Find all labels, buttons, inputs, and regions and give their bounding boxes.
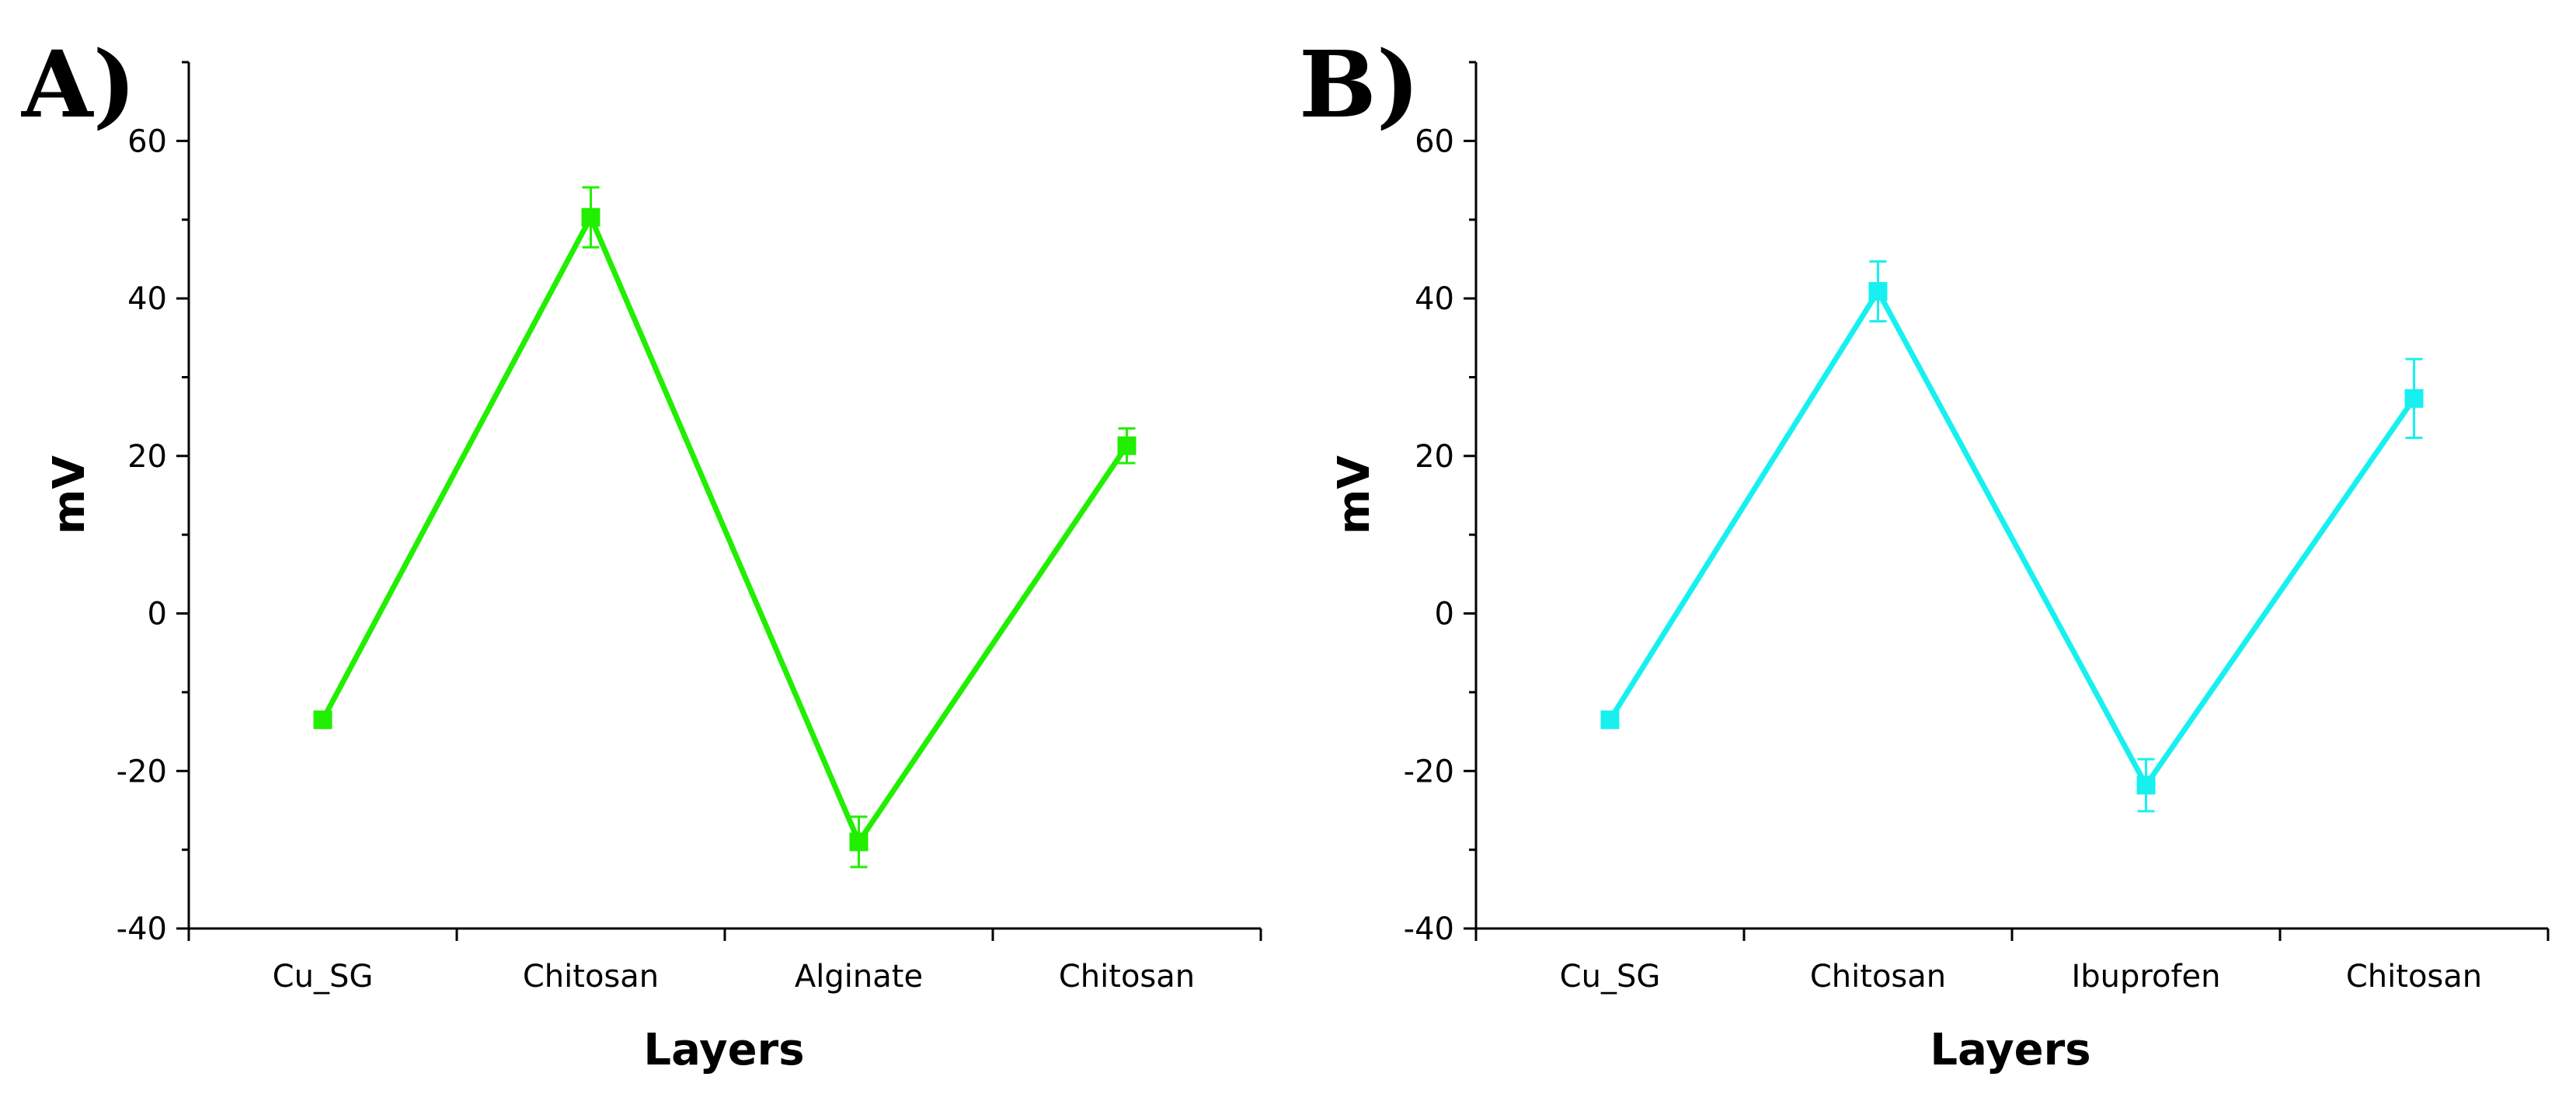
panel-a-axes: -40 -20 0 20 40 60 Cu_SG Chitosan Alginate Chito…: [117, 61, 1262, 995]
x-tick-label: Ibuprofen: [2071, 959, 2220, 995]
data-point-marker: [313, 710, 332, 730]
x-tick-label: Cu_SG: [1560, 959, 1661, 995]
x-tick-label: Alginate: [795, 959, 923, 995]
panel-a-plot: [313, 186, 1137, 869]
x-tick-label: Chitosan: [2346, 959, 2482, 995]
y-tick-label: 0: [1435, 597, 1454, 632]
panel-b-y-ticks: -40 -20 0 20 40 60: [1404, 61, 1476, 947]
panel-a-x-ticks: Cu_SG Chitosan Alginate Chitosan: [187, 929, 1262, 995]
data-point-marker: [1868, 281, 1888, 301]
y-tick-label: -20: [1404, 754, 1454, 789]
x-tick-label: Chitosan: [1059, 959, 1195, 995]
panel-a: A) -40 -20 0 20 40 60 Cu_SG Chitosan Alginate Ch…: [21, 30, 1262, 1075]
y-tick-label: -40: [117, 911, 167, 947]
y-tick-label: 60: [1415, 124, 1454, 159]
data-point-marker: [581, 207, 600, 227]
y-tick-label: 60: [127, 124, 167, 159]
y-tick-label: 0: [148, 597, 167, 632]
series-line: [320, 211, 1130, 848]
data-point-marker: [2136, 775, 2156, 795]
panel-b-axes: -40 -20 0 20 40 60 Cu_SG Chitosan Ibuprofen Chit…: [1404, 61, 2550, 995]
panel-a-y-axis-title: mV: [44, 455, 95, 535]
panel-a-x-axis-title: Layers: [643, 1025, 804, 1075]
y-tick-label: 20: [127, 439, 167, 475]
data-point-marker: [2404, 388, 2424, 408]
y-tick-label: 40: [1415, 281, 1454, 317]
panel-b-plot: [1600, 260, 2424, 813]
panel-b-x-ticks: Cu_SG Chitosan Ibuprofen Chitosan: [1474, 929, 2550, 995]
panel-b-label: B): [1299, 30, 1420, 138]
x-tick-label: Cu_SG: [273, 959, 374, 995]
panel-b-x-axis-title: Layers: [1930, 1025, 2090, 1075]
y-tick-label: -20: [117, 754, 167, 789]
data-point-marker: [849, 832, 869, 852]
data-point-marker: [1600, 710, 1620, 730]
y-tick-label: -40: [1404, 911, 1454, 947]
x-tick-label: Chitosan: [523, 959, 659, 995]
data-point-marker: [1117, 436, 1137, 455]
series-line: [1607, 286, 2417, 791]
y-tick-label: 20: [1415, 439, 1454, 475]
panel-a-y-ticks: -40 -20 0 20 40 60: [117, 61, 189, 947]
y-tick-label: 40: [127, 281, 167, 317]
panel-a-label: A): [21, 30, 136, 138]
x-tick-label: Chitosan: [1810, 959, 1946, 995]
panel-b-y-axis-title: mV: [1329, 455, 1380, 535]
